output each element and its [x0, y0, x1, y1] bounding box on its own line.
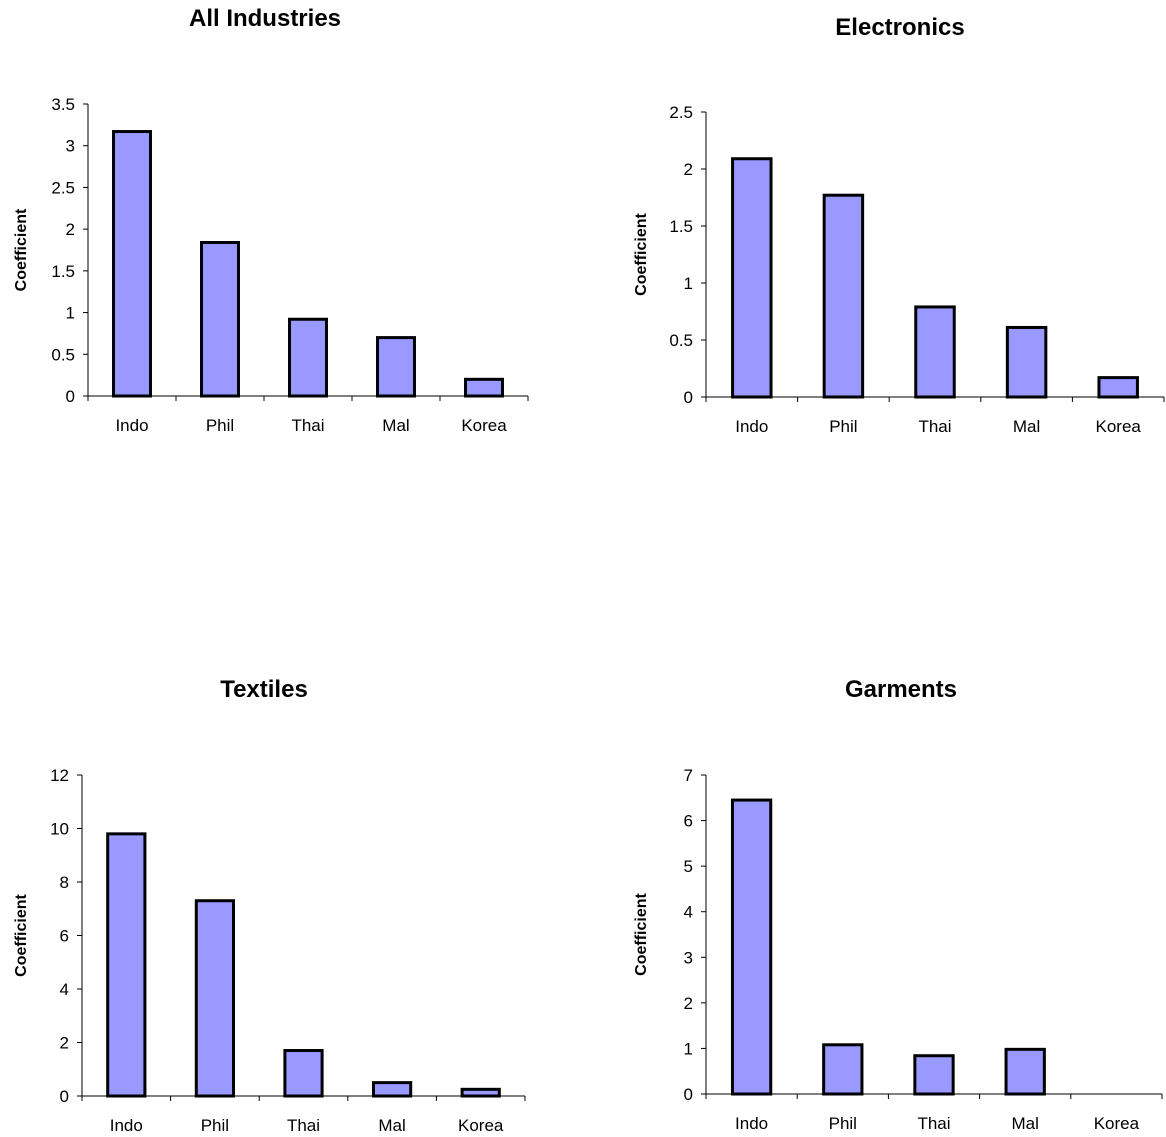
x-category-label: Indo — [110, 1116, 143, 1135]
y-tick-label: 2 — [60, 1034, 69, 1053]
y-tick-label: 0 — [684, 1085, 693, 1104]
bar-thai — [283, 1049, 324, 1098]
chart-panel-garments: Garments 0 1 2 3 4 5 6 7 Indo Phil Thai Mal Korea Coe… — [620, 660, 1166, 1137]
bar-thai — [288, 317, 328, 398]
y-axis-title: Coefficient — [633, 892, 650, 975]
y-tick-label: 2 — [66, 220, 75, 239]
x-category-label: Phil — [206, 416, 234, 435]
bar-chart-electronics: 0 0.5 1 1.5 2 2.5 Indo Phil Thai Mal Korea Coeffici… — [633, 103, 1165, 436]
chart-title: Textiles — [220, 676, 308, 703]
x-category-label: Korea — [461, 416, 507, 435]
y-tick-label: 3 — [66, 137, 75, 156]
x-category-label: Thai — [291, 416, 324, 435]
bar-phil — [822, 193, 865, 399]
y-tick-label: 4 — [684, 903, 693, 922]
bar-phil — [200, 240, 240, 398]
bar-korea — [464, 377, 504, 398]
bar-thai — [914, 305, 956, 399]
x-category-label: Phil — [829, 417, 857, 436]
bar-mal — [371, 1081, 413, 1098]
y-tick-label: 3 — [684, 948, 693, 967]
y-tick-label: 1 — [66, 304, 75, 323]
x-category-label: Thai — [287, 1116, 320, 1135]
y-tick-label: 1 — [684, 1039, 693, 1058]
chart-panel-textiles: Textiles 0 2 4 6 8 10 12 Indo Phil Thai Mal Korea Co… — [0, 660, 560, 1137]
y-tick-label: 7 — [684, 766, 693, 785]
y-axis-title: Coefficient — [13, 208, 30, 291]
y-tick-label: 2.5 — [669, 103, 693, 122]
chart-title: All Industries — [188, 5, 342, 32]
bar-phil — [822, 1043, 864, 1096]
x-category-label: Indo — [735, 1114, 768, 1133]
chart-panel-electronics: Electronics 0 0.5 1 1.5 2 2.5 Indo Phil Thai Mal K… — [620, 0, 1166, 460]
bar-chart-textiles: 0 2 4 6 8 10 12 Indo Phil Thai Mal Korea Coefficient — [13, 766, 526, 1135]
y-tick-label: 1.5 — [669, 217, 693, 236]
x-category-label: Mal — [1011, 1114, 1038, 1133]
y-tick-label: 3.5 — [51, 95, 75, 114]
x-category-label: Indo — [115, 416, 148, 435]
x-category-label: Phil — [201, 1116, 229, 1135]
y-tick-label: 4 — [60, 980, 69, 999]
y-tick-label: 2.5 — [51, 178, 75, 197]
y-tick-label: 1 — [684, 274, 693, 293]
x-category-label: Mal — [1013, 417, 1040, 436]
bar-chart-garments: 0 1 2 3 4 5 6 7 Indo Phil Thai Mal Korea Coefficient — [633, 766, 1163, 1133]
x-category-label: Thai — [918, 417, 951, 436]
bar-indo — [730, 798, 773, 1096]
chart-title: Electronics — [835, 14, 965, 41]
x-category-label: Mal — [382, 416, 409, 435]
x-category-label: Korea — [1096, 417, 1142, 436]
bar-indo — [731, 157, 773, 399]
bar-mal — [376, 336, 416, 398]
x-category-label: Mal — [378, 1116, 405, 1135]
bar-mal — [1004, 1047, 1046, 1096]
y-tick-label: 6 — [684, 812, 693, 831]
y-tick-label: 2 — [684, 994, 693, 1013]
x-category-label: Indo — [735, 417, 768, 436]
bar-chart-all-industries: 0 0.5 1 1.5 2 2.5 3 3.5 Indo Phil Thai Mal Korea Coef… — [13, 95, 529, 435]
y-tick-label: 0 — [60, 1087, 69, 1106]
y-tick-label: 0.5 — [669, 331, 693, 350]
y-tick-label: 1.5 — [51, 262, 75, 281]
x-category-label: Thai — [917, 1114, 950, 1133]
chart-title: Garments — [844, 676, 958, 703]
y-tick-label: 2 — [684, 160, 693, 179]
y-tick-label: 6 — [60, 927, 69, 946]
y-tick-label: 8 — [60, 873, 69, 892]
chart-panel-all-industries: All Industries 0 0.5 1 1.5 2 2.5 3 3.5 Indo Phil T… — [0, 0, 560, 460]
x-category-label: Korea — [1094, 1114, 1140, 1133]
y-tick-label: 10 — [50, 820, 69, 839]
bar-korea — [1097, 376, 1139, 399]
bar-indo — [106, 832, 147, 1098]
x-category-label: Korea — [458, 1116, 504, 1135]
y-tick-label: 0 — [66, 387, 75, 406]
y-tick-label: 5 — [684, 857, 693, 876]
y-tick-label: 12 — [50, 766, 69, 785]
y-axis-title: Coefficient — [13, 893, 30, 976]
bar-korea — [460, 1087, 501, 1098]
y-axis-title: Coefficient — [633, 212, 650, 295]
x-category-label: Phil — [829, 1114, 857, 1133]
bar-thai — [913, 1054, 955, 1096]
y-tick-label: 0 — [684, 388, 693, 407]
bar-phil — [194, 899, 236, 1098]
y-tick-label: 0.5 — [51, 345, 75, 364]
bar-indo — [112, 130, 152, 398]
bar-mal — [1005, 325, 1048, 399]
